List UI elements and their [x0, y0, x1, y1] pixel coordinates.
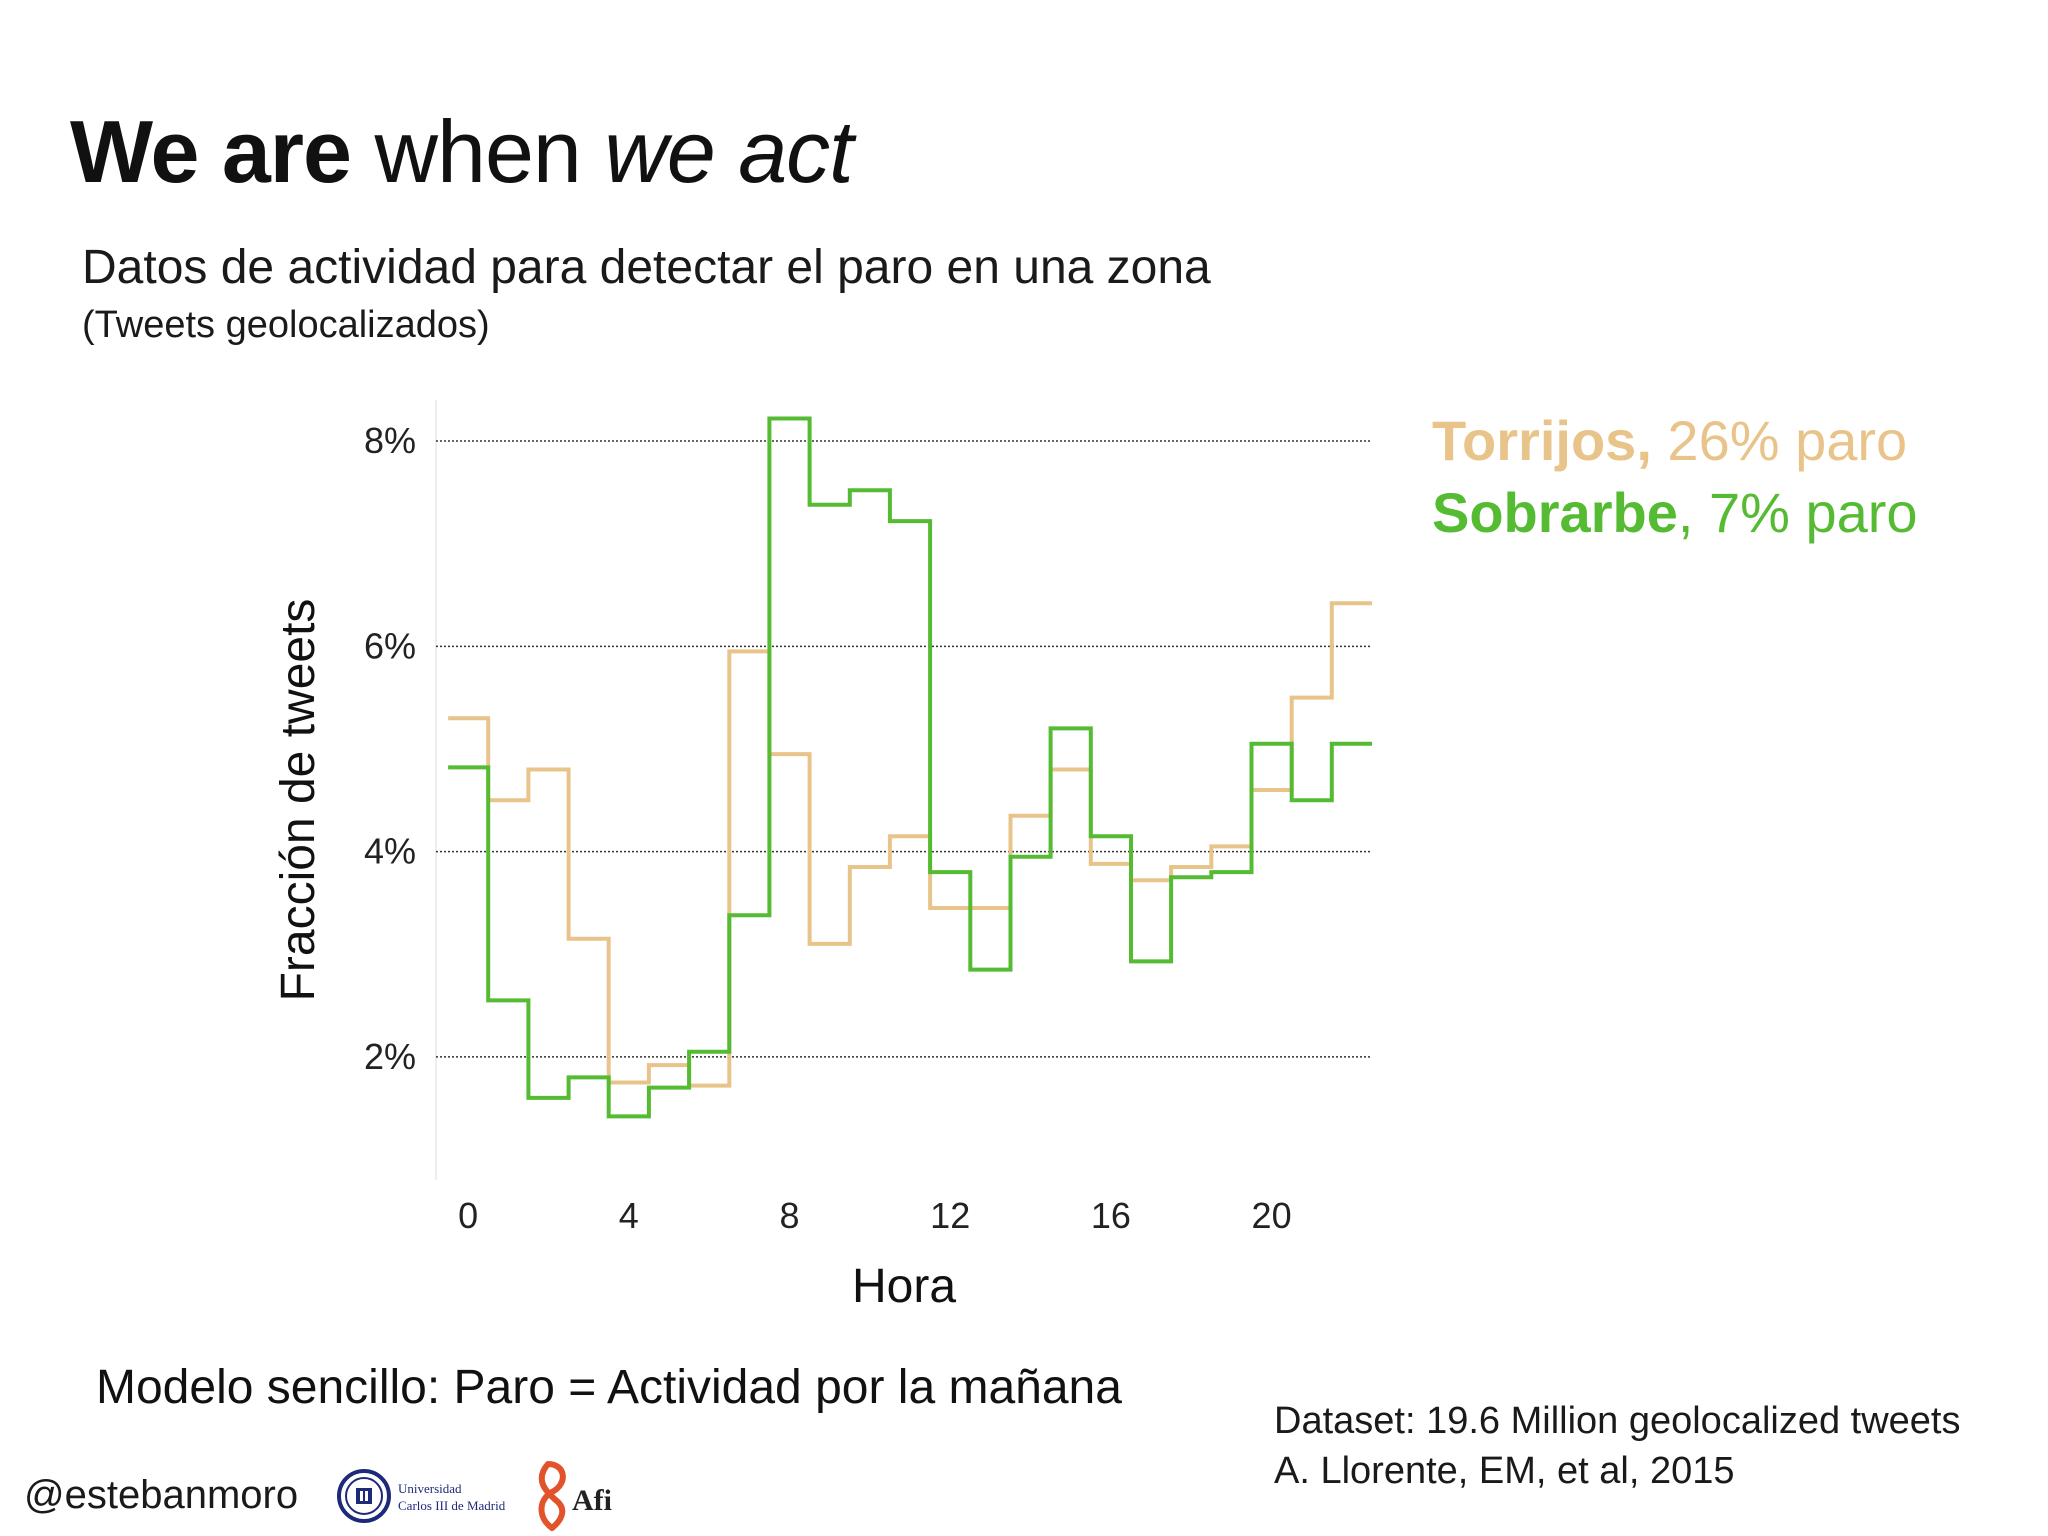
chart-subnote: (Tweets geolocalizados) [82, 304, 490, 346]
title-bold: We are [70, 102, 352, 201]
model-caption: Modelo sencillo: Paro = Actividad por la… [96, 1361, 1122, 1414]
x-axis-ticks: 0 4 8 12 16 20 [458, 1195, 1291, 1236]
series-line-torrijos [448, 601, 1372, 1088]
dataset-line: Dataset: 19.6 Million geolocalized tweet… [1274, 1400, 1961, 1442]
y-tick-label: 8% [364, 420, 416, 461]
x-tick-label: 0 [458, 1195, 478, 1236]
title-regular: when [351, 102, 605, 201]
series-line-sobrarbe [448, 416, 1372, 1119]
afi-logo: Afi [538, 1461, 612, 1531]
legend-name: Torrijos, [1432, 409, 1652, 472]
chart-subtitle: Datos de actividad para detectar el paro… [82, 241, 1211, 294]
y-tick-label: 2% [364, 1036, 416, 1077]
legend-item-torrijos: Torrijos, 26% paro [1432, 405, 1918, 477]
uc3m-logo-line2: Carlos III de Madrid [398, 1498, 506, 1513]
chart-grid [435, 400, 1372, 1180]
x-tick-label: 4 [619, 1195, 639, 1236]
title-italic: we act [604, 102, 853, 201]
chart-legend: Torrijos, 26% paro Sobrarbe, 7% paro [1432, 405, 1918, 549]
dataset-credit: Dataset: 19.6 Million geolocalized tweet… [1274, 1396, 1961, 1496]
legend-item-sobrarbe: Sobrarbe, 7% paro [1432, 477, 1918, 549]
y-axis-ticks: 2% 4% 6% 8% [364, 420, 416, 1077]
author-handle: @estebanmoro [24, 1473, 299, 1517]
slide-title: We are when we act [70, 102, 854, 202]
legend-detail: , 7% paro [1677, 481, 1918, 544]
uc3m-logo: Universidad Carlos III de Madrid [337, 1469, 506, 1523]
x-axis-label: Hora [852, 1260, 956, 1313]
x-tick-label: 8 [779, 1195, 799, 1236]
x-tick-label: 16 [1091, 1195, 1131, 1236]
y-tick-label: 4% [364, 831, 416, 872]
x-tick-label: 20 [1252, 1195, 1292, 1236]
afi-logo-text: Afi [572, 1484, 612, 1517]
y-axis-label: Fracción de tweets [272, 599, 325, 1002]
y-tick-label: 6% [364, 625, 416, 666]
uc3m-logo-line1: Universidad [398, 1481, 462, 1496]
legend-detail: 26% paro [1651, 409, 1908, 472]
legend-name: Sobrarbe [1432, 481, 1678, 544]
chart-series [448, 416, 1372, 1119]
x-tick-label: 12 [930, 1195, 970, 1236]
citation-line: A. Llorente, EM, et al, 2015 [1274, 1450, 1735, 1492]
